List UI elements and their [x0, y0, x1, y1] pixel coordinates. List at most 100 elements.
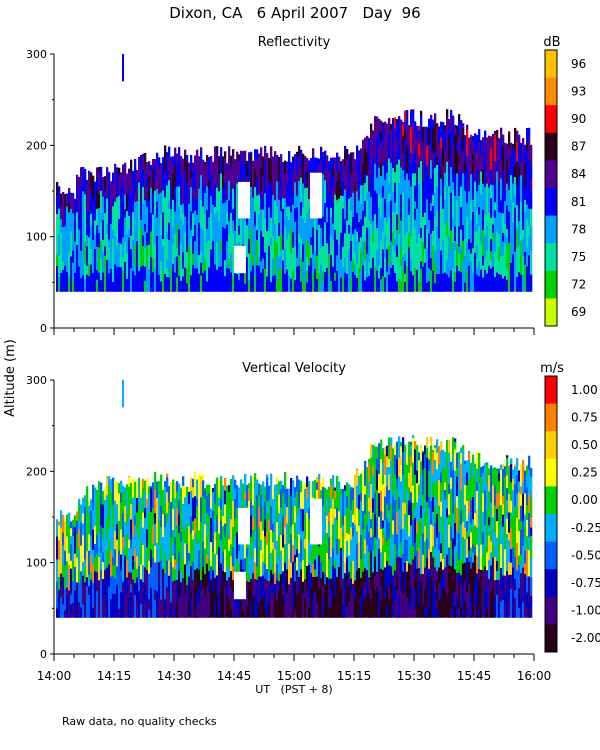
cloud-cell [170, 501, 173, 517]
cloud-cell [420, 474, 423, 488]
cloud-cell [524, 493, 527, 515]
cloud-cell [412, 236, 415, 257]
cloud-cell [112, 575, 115, 594]
cloud-cell [102, 263, 105, 273]
cloud-cell [484, 269, 487, 292]
cloud-cell [274, 524, 277, 536]
cloud-cell [88, 211, 91, 238]
cloud-cell [498, 492, 501, 506]
cloud-cell [114, 264, 117, 292]
cloud-cell [510, 528, 513, 550]
cloud-cell [350, 578, 353, 593]
cloud-cell [174, 165, 177, 186]
colorbar-swatch [545, 270, 557, 299]
cloud-cell [354, 283, 357, 292]
cloud-cell [152, 168, 155, 194]
cloud-cell [174, 517, 177, 538]
cloud-cell [360, 173, 363, 186]
cloud-cell [70, 256, 73, 282]
cloud-cell [408, 472, 411, 488]
cloud-cell [156, 542, 159, 563]
cloud-cell [436, 141, 439, 157]
cloud-cell [164, 599, 167, 618]
cloud-cell [98, 481, 101, 495]
cloud-cell [494, 131, 497, 135]
cloud-cell [492, 500, 495, 518]
cloud-cell [496, 537, 499, 561]
cloud-cell [110, 247, 113, 269]
cloud-cell [116, 482, 119, 483]
cloud-cell [524, 470, 527, 494]
cloud-cell [404, 245, 407, 254]
cloud-cell [234, 550, 237, 571]
cloud-cell [128, 172, 131, 191]
cloud-cell [108, 247, 111, 260]
cloud-cell [118, 195, 121, 220]
cloud-cell [406, 231, 409, 241]
cloud-cell [382, 448, 385, 451]
cloud-cell [148, 493, 151, 513]
cloud-cell [164, 215, 167, 224]
cloud-cell [306, 520, 309, 545]
cloud-cell [92, 509, 95, 530]
cloud-cell [510, 142, 513, 157]
cloud-cell [198, 550, 201, 570]
cloud-cell [350, 226, 353, 241]
cloud-cell [312, 148, 315, 157]
cloud-cell [308, 598, 311, 607]
cloud-cell [102, 552, 105, 562]
cloud-cell [266, 189, 269, 204]
cloud-cell [58, 524, 61, 541]
cloud-cell [298, 180, 301, 202]
cloud-cell [92, 257, 95, 273]
cloud-cell [478, 568, 481, 580]
cloud-cell [278, 581, 281, 591]
cloud-cell [186, 225, 189, 252]
cloud-cell [458, 246, 461, 255]
cloud-cell [162, 568, 165, 595]
cloud-cell [340, 561, 343, 587]
cloud-cell [140, 497, 143, 511]
cloud-cell [92, 582, 95, 608]
cloud-cell [106, 269, 109, 292]
cloud-cell [72, 535, 75, 563]
cloud-cell [358, 525, 361, 542]
cloud-cell [452, 190, 455, 218]
cloud-cell [408, 166, 411, 181]
cloud-cell [468, 137, 471, 163]
cloud-cell [394, 251, 397, 262]
cloud-cell [378, 538, 381, 549]
cloud-cell [120, 492, 123, 503]
cloud-cell [514, 195, 517, 208]
cloud-cell [178, 570, 181, 598]
cloud-cell [434, 167, 437, 194]
cloud-cell [484, 524, 487, 547]
cloud-cell [196, 498, 199, 507]
cloud-cell [66, 587, 69, 597]
cloud-cell [300, 508, 303, 531]
cloud-cell [352, 179, 355, 193]
cloud-cell [416, 501, 419, 522]
cloud-cell [372, 535, 375, 550]
cloud-cell [80, 591, 83, 608]
cloud-cell [376, 517, 379, 539]
cloud-cell [134, 234, 137, 245]
cloud-cell [368, 191, 371, 200]
cloud-cell [106, 517, 109, 539]
cloud-cell [408, 179, 411, 199]
cloud-cell [526, 576, 529, 593]
cloud-cell [178, 500, 181, 515]
cloud-cell [388, 265, 391, 275]
cloud-cell [428, 608, 431, 618]
cloud-cell [238, 495, 241, 517]
cloud-cell [410, 441, 413, 446]
cloud-cell [480, 467, 483, 478]
cloud-cell [188, 270, 191, 292]
cloud-cell [110, 576, 113, 600]
cloud-cell [530, 577, 533, 596]
cloud-cell [324, 487, 327, 495]
cloud-cell [392, 192, 395, 212]
cloud-cell [270, 592, 273, 606]
cloud-cell [194, 155, 197, 165]
cloud-cell [94, 499, 97, 526]
